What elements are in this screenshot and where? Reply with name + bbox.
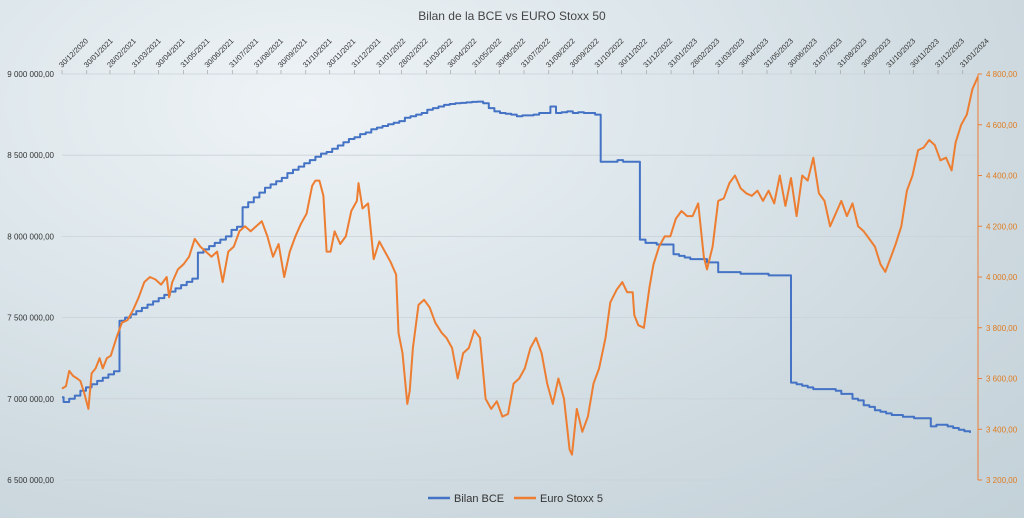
grid-lines <box>62 73 978 481</box>
left-axis-tick-labels: 9 000 000,00 8 500 000,00 8 000 000,00 7 50… <box>7 70 54 485</box>
right-tick-label: 3 600,00 <box>986 375 1018 384</box>
left-tick-label: 9 000 000,00 <box>7 70 54 79</box>
left-tick-label: 8 500 000,00 <box>7 151 54 160</box>
right-tick-label: 3 400,00 <box>986 425 1018 434</box>
legend-label: Bilan BCE <box>454 493 504 505</box>
left-tick-label: 7 000 000,00 <box>7 395 54 404</box>
left-tick-label: 6 500 000,00 <box>7 476 54 485</box>
left-tick-label: 7 500 000,00 <box>7 314 54 323</box>
chart-title: Bilan de la BCE vs EURO Stoxx 50 <box>418 9 606 23</box>
right-axis-tick-labels: 4 800,00 4 600,00 4 400,00 4 200,00 4 000,00… <box>978 70 1018 485</box>
series-line-euro-stoxx <box>61 76 979 456</box>
right-tick-label: 4 800,00 <box>986 70 1018 79</box>
x-axis-tick-labels: 30/12/202030/01/202128/02/202131/03/2021… <box>57 37 991 74</box>
right-tick-label: 4 400,00 <box>986 172 1018 181</box>
legend: Bilan BCE Euro Stoxx 5 <box>428 493 603 505</box>
right-tick-label: 3 800,00 <box>986 324 1018 333</box>
left-tick-label: 8 000 000,00 <box>7 232 54 241</box>
right-tick-label: 4 000,00 <box>986 273 1018 282</box>
legend-label: Euro Stoxx 5 <box>540 493 603 505</box>
series-line-bilan-bce <box>62 100 971 433</box>
right-tick-label: 3 200,00 <box>986 476 1018 485</box>
right-tick-label: 4 600,00 <box>986 121 1018 130</box>
right-tick-label: 4 200,00 <box>986 222 1018 231</box>
series-lines <box>61 76 979 456</box>
